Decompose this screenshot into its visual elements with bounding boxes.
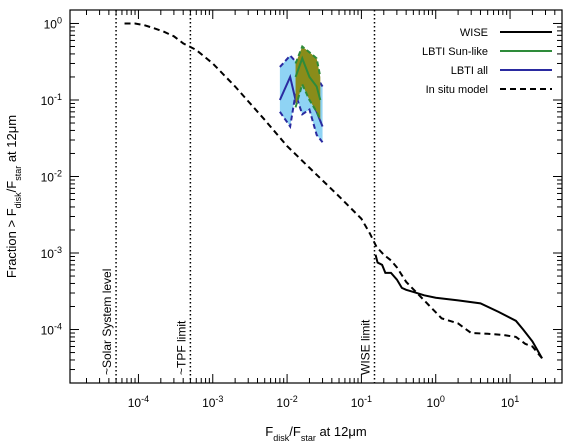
series-line-wise (374, 254, 543, 359)
x-tick-label-0: 10-4 (128, 394, 149, 410)
band-lower-lbti-sun-like (294, 81, 322, 121)
band-lower-lbti-all (279, 93, 324, 143)
vline-label-0: ~Solar System level (100, 269, 114, 375)
ticks-layer: 10-4 10-3 10-2 10-1 100 101 10-4 10-3 10-2 10-1 10… (41, 10, 563, 410)
plot-frame (69, 9, 563, 384)
legend-label-2: LBTI all (451, 65, 488, 77)
vline-label-2: WISE limit (358, 319, 372, 375)
vline-label-1: ~TPF limit (174, 320, 188, 375)
lines-layer (124, 22, 543, 359)
x-tick-label-2: 10-2 (276, 394, 297, 410)
legend-label-1: LBTI Sun-like (422, 46, 488, 58)
x-tick-label-1: 10-3 (202, 394, 223, 410)
x-tick-label-5: 101 (501, 394, 519, 410)
y-tick-label-2: 10-2 (41, 168, 62, 184)
x-tick-label-4: 100 (427, 394, 445, 410)
band-upper-lbti-sun-like (294, 44, 322, 78)
series-line-in-situ-model (124, 22, 543, 359)
band-fill-lbti-sun-like (295, 46, 321, 120)
x-tick-label-3: 10-1 (351, 394, 372, 410)
legend-label-3: In situ model (426, 84, 488, 96)
y-tick-label-1: 10-3 (41, 245, 62, 261)
vlines-layer: ~Solar System level ~TPF limit WISE limit (100, 10, 376, 383)
y-tick-label-4: 100 (44, 15, 62, 31)
legend-label-0: WISE (460, 27, 488, 39)
legend: WISE LBTI Sun-like LBTI all In situ model (422, 27, 552, 96)
y-tick-label-3: 10-1 (41, 92, 62, 108)
y-tick-label-0: 10-4 (41, 322, 62, 338)
bands-layer (278, 44, 324, 143)
y-axis-title: Fraction > Fdisk/Fstar at 12μm (4, 115, 23, 278)
x-axis-title: Fdisk/Fstar at 12μm (265, 424, 366, 443)
band-mid-lbti-sun-like (294, 55, 322, 101)
